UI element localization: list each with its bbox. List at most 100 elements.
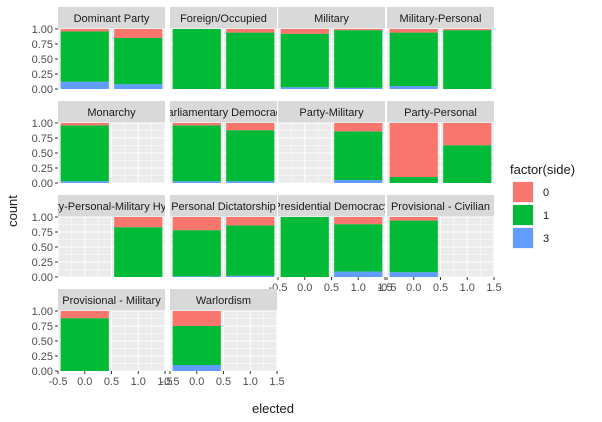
facet-strip xyxy=(387,7,494,29)
y-tick-label: 1.00 xyxy=(32,24,53,36)
facet-strip xyxy=(58,195,165,217)
bar-segment-side-1 xyxy=(226,130,275,182)
bar-segment-side-1 xyxy=(172,230,221,277)
legend-swatch-1 xyxy=(513,205,533,225)
facet-strip xyxy=(170,195,277,217)
bar-segment-side-0 xyxy=(334,217,383,225)
facet-strip xyxy=(170,289,277,311)
facet-strip xyxy=(58,289,165,311)
facet-strip xyxy=(58,101,165,123)
y-tick-label: 0.50 xyxy=(32,242,53,254)
facet-strip xyxy=(387,101,494,123)
y-tick-label: 0.75 xyxy=(32,39,53,51)
y-tick-label: 0.25 xyxy=(32,257,53,269)
bar-segment-side-1 xyxy=(172,326,221,365)
x-tick-label: 0.5 xyxy=(433,282,448,294)
x-tick-label: -0.5 xyxy=(161,376,180,388)
bar-segment-side-1 xyxy=(334,30,383,88)
bar-segment-side-1 xyxy=(114,227,163,277)
bar-segment-side-1 xyxy=(114,38,163,85)
facet-strip xyxy=(278,7,385,29)
facet-title: Party-Personal-Military Hybrid xyxy=(38,201,184,213)
facet-strip xyxy=(170,7,277,29)
bar-segment-side-3 xyxy=(226,275,275,277)
bar-segment-side-1 xyxy=(60,125,109,182)
x-tick-label: 0.0 xyxy=(406,282,421,294)
bar-segment-side-3 xyxy=(60,81,109,89)
facet-title: Military xyxy=(314,13,349,25)
bar-segment-side-0 xyxy=(443,29,492,31)
bar-segment-side-0 xyxy=(114,217,163,228)
bar-segment-side-1 xyxy=(172,125,221,182)
facet-title: Provisional - Civilian xyxy=(391,201,490,213)
bar-segment-side-0 xyxy=(60,311,109,319)
x-tick-label: 0.5 xyxy=(324,282,339,294)
bar-segment-side-1 xyxy=(443,145,492,183)
bar-segment-side-3 xyxy=(334,87,383,89)
facet-title: Parliamentary Democracy xyxy=(160,107,287,119)
x-tick-label: -0.5 xyxy=(378,282,397,294)
y-tick-label: 0.75 xyxy=(32,321,53,333)
y-tick-label: 0.00 xyxy=(32,272,53,284)
bar-segment-side-1 xyxy=(334,224,383,272)
y-tick-label: 1.00 xyxy=(32,306,53,318)
bar-segment-side-0 xyxy=(114,29,163,38)
facet-title: Party-Military xyxy=(299,107,364,119)
facet-title: Party-Personal xyxy=(404,107,477,119)
facet-title: Foreign/Occupied xyxy=(180,13,267,25)
facet-title: Monarchy xyxy=(87,107,136,119)
facet-title: Military-Personal xyxy=(400,13,482,25)
x-tick-label: 1.0 xyxy=(243,376,258,388)
y-tick-label: 0.50 xyxy=(32,148,53,160)
legend-swatch-0 xyxy=(513,182,533,202)
y-tick-label: 0.75 xyxy=(32,227,53,239)
y-tick-label: 0.00 xyxy=(32,366,53,378)
bar-segment-side-0 xyxy=(334,123,383,132)
bar-segment-side-0 xyxy=(172,217,221,231)
bar-segment-side-1 xyxy=(226,225,275,276)
x-tick-label: 1.0 xyxy=(460,282,475,294)
bar-segment-side-0 xyxy=(226,29,275,33)
y-tick-label: 0.00 xyxy=(32,84,53,96)
bar-segment-side-1 xyxy=(389,220,438,273)
bar-segment-side-3 xyxy=(280,87,329,89)
bar-segment-side-0 xyxy=(334,29,383,31)
facet-title: Dominant Party xyxy=(74,13,150,25)
x-tick-label: 1.0 xyxy=(351,282,366,294)
x-tick-label: 1.0 xyxy=(131,376,146,388)
x-tick-label: 0.0 xyxy=(297,282,312,294)
y-tick-label: 0.25 xyxy=(32,69,53,81)
bar-segment-side-1 xyxy=(172,29,221,89)
facet-strip xyxy=(58,7,165,29)
bar-segment-side-3 xyxy=(389,272,438,277)
bar-segment-side-0 xyxy=(443,123,492,146)
bar-segment-side-1 xyxy=(226,32,275,89)
y-tick-label: 0.00 xyxy=(32,178,53,190)
bar-segment-side-1 xyxy=(443,30,492,89)
facet-title: Personal Dictatorship xyxy=(171,201,276,213)
facet-title: Presidential Democracy xyxy=(273,201,390,213)
bar-segment-side-3 xyxy=(114,84,163,89)
bar-segment-side-0 xyxy=(226,123,275,131)
facet-strip xyxy=(278,195,385,217)
x-tick-label: 1.5 xyxy=(486,282,501,294)
x-tick-label: 1.5 xyxy=(269,376,284,388)
bar-segment-side-3 xyxy=(334,180,383,183)
bar-segment-side-0 xyxy=(226,217,275,226)
bar-segment-side-3 xyxy=(226,181,275,183)
bar-segment-side-0 xyxy=(172,311,221,326)
x-tick-label: 0.0 xyxy=(189,376,204,388)
bar-segment-side-0 xyxy=(389,123,438,177)
facet-title: Provisional - Military xyxy=(62,295,161,307)
legend-title: factor(side) xyxy=(510,162,575,177)
bar-segment-side-3 xyxy=(172,276,221,277)
x-tick-label: 1.5 xyxy=(377,282,392,294)
bar-segment-side-0 xyxy=(60,123,109,126)
bar-segment-side-0 xyxy=(172,123,221,126)
x-tick-label: 1.5 xyxy=(157,376,172,388)
facet-strip xyxy=(170,101,277,123)
y-tick-label: 0.25 xyxy=(32,351,53,363)
x-axis-title: elected xyxy=(252,401,294,416)
bar-segment-side-1 xyxy=(389,32,438,86)
